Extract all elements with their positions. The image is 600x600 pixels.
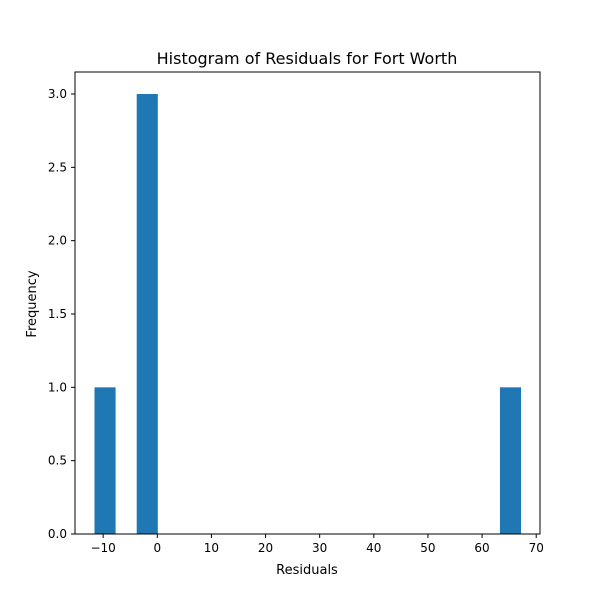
plot-area: −10 0 10 20 30 40 50 60 70 0.0 0.5 1.0 1.5 2.0 2.5 3.0 <box>48 71 544 555</box>
x-tick-label: 30 <box>312 541 327 555</box>
plot-frame <box>74 71 541 535</box>
y-tick-label: 1.0 <box>48 380 67 394</box>
x-tick-label: 20 <box>258 541 273 555</box>
histogram-bar <box>499 387 522 534</box>
y-tick-label: 2.0 <box>48 234 67 248</box>
y-tick-label: 2.5 <box>48 160 67 174</box>
x-tick-label: 40 <box>366 541 381 555</box>
histogram-bar <box>136 94 158 534</box>
chart-title: Histogram of Residuals for Fort Worth <box>157 49 458 68</box>
x-tick-label: 0 <box>153 541 161 555</box>
x-tick-label: 60 <box>474 541 489 555</box>
y-tick-label: 0.5 <box>48 454 67 468</box>
x-tick-label: 50 <box>420 541 435 555</box>
x-tick-label: 70 <box>529 541 544 555</box>
y-tick-label: 1.5 <box>48 307 67 321</box>
y-axis-label: Frequency <box>25 270 40 337</box>
histogram-bar <box>94 387 116 534</box>
x-tick-label: 10 <box>204 541 219 555</box>
y-tick-label: 3.0 <box>48 87 67 101</box>
x-tick-label: −10 <box>90 541 115 555</box>
x-axis-label: Residuals <box>276 563 338 578</box>
y-tick-label: 0.0 <box>48 527 67 541</box>
